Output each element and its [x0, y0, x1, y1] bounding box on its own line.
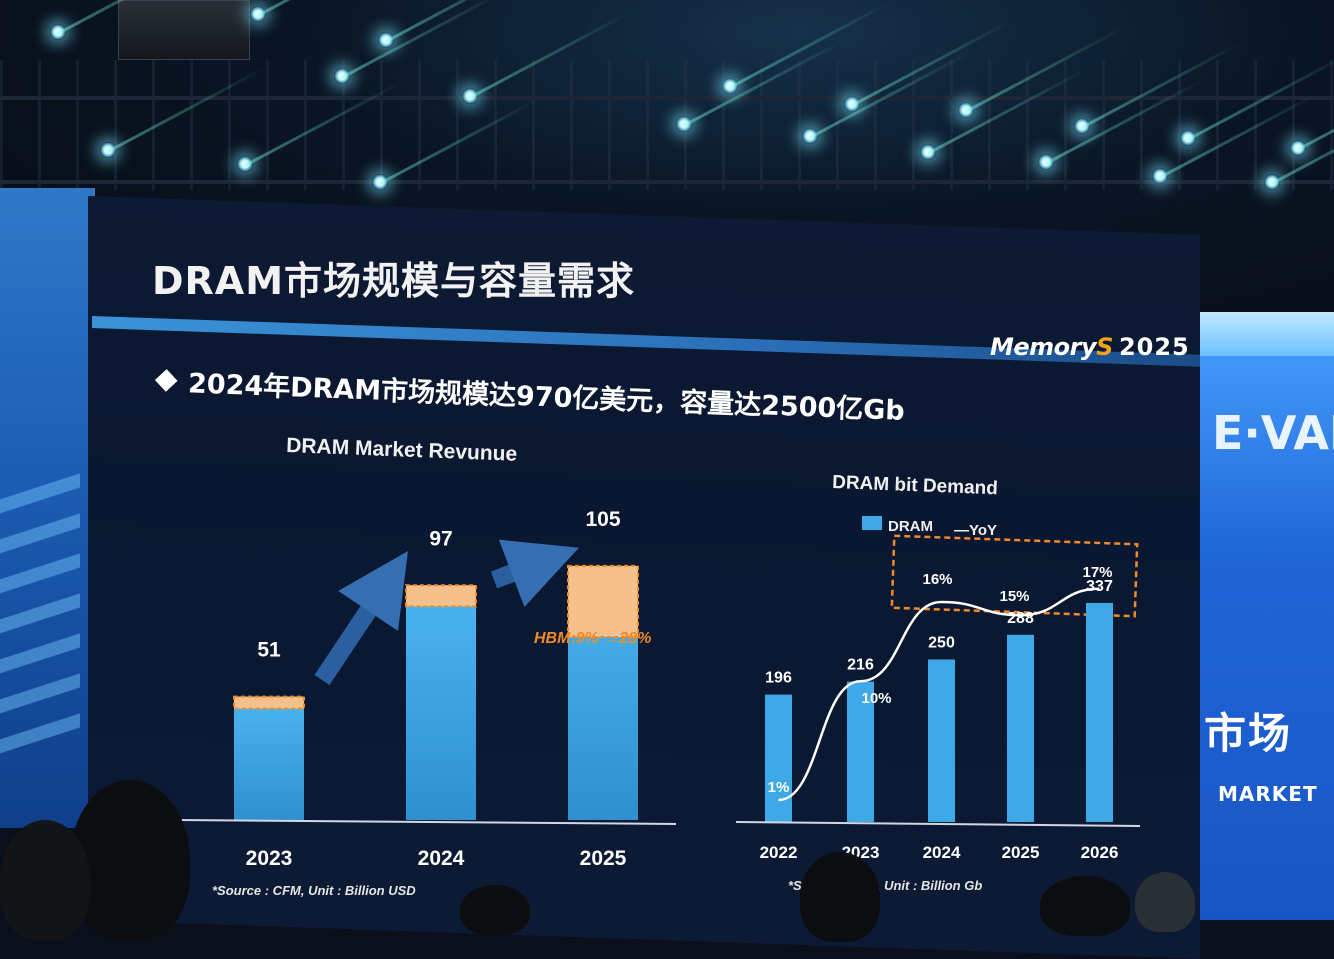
yoy-series-line	[778, 587, 1100, 802]
logo-mark: S	[1096, 333, 1113, 361]
audience-silhouette	[70, 780, 190, 940]
charts-layer: DRAM Market Revunue 5120239720241052025 …	[177, 434, 1141, 898]
stage-light-icon	[1152, 168, 1168, 184]
revenue-category-label: 2023	[246, 847, 293, 870]
stage-light-icon	[462, 88, 478, 104]
stage-light-icon	[722, 78, 738, 94]
growth-arrow-icon	[490, 539, 579, 607]
stage-light-icon	[958, 102, 974, 118]
revenue-footnote: *Source : CFM, Unit : Billion USD	[212, 883, 416, 898]
stage-light-icon	[1038, 154, 1054, 170]
yoy-value-label: 1%	[768, 779, 790, 796]
audience-silhouette	[460, 885, 530, 935]
revenue-bar	[406, 585, 476, 820]
dram-category-label: 2024	[923, 843, 961, 862]
dram-category-label: 2026	[1081, 843, 1119, 862]
stage-light-icon	[676, 116, 692, 132]
stage-light-icon	[237, 156, 253, 172]
yoy-value-label: 10%	[861, 690, 891, 707]
slide-title: DRAM市场规模与容量需求	[152, 259, 636, 303]
legend-dram-label: DRAM	[888, 518, 933, 535]
hbm-annotation: HBM:9% →28%	[534, 630, 651, 647]
dram-value-label: 216	[847, 657, 874, 674]
revenue-bar	[234, 696, 304, 820]
stage-light-icon	[1290, 140, 1306, 156]
stage-light-icon	[334, 68, 350, 84]
stage-light-icon	[100, 142, 116, 158]
audience-silhouette	[800, 852, 880, 942]
stage-light-icon	[1074, 118, 1090, 134]
demand-baseline	[735, 821, 1141, 827]
ceiling-projector	[118, 0, 250, 60]
revenue-value-label: 97	[429, 527, 452, 550]
right-screen-en-text: MARKET	[1218, 782, 1318, 806]
yoy-value-label: 17%	[1082, 564, 1112, 581]
stage-light-icon	[802, 128, 818, 144]
stage-light-icon	[250, 6, 266, 22]
stage-light-icon	[50, 24, 66, 40]
growth-arrow-icon	[314, 551, 408, 685]
hbm-segment	[405, 584, 477, 608]
truss-bar	[0, 180, 1334, 184]
right-led-screen: E·VAI 市场 MARKET	[1198, 312, 1334, 920]
stage-light-icon	[378, 32, 394, 48]
stage-light-icon	[920, 144, 936, 160]
demand-bars: 196202221620232502024288202533720261%10%…	[760, 564, 1119, 862]
revenue-bars: 51 2023 97 2024 105 2025	[233, 508, 639, 870]
stage-light-icon	[1264, 174, 1280, 190]
lighting-truss	[0, 60, 1334, 190]
legend-dram-swatch	[862, 516, 882, 530]
right-screen-band	[1198, 312, 1334, 356]
hbm-segment	[567, 564, 639, 639]
legend-yoy-label: —YoY	[954, 522, 997, 539]
yoy-highlight-box	[890, 534, 1139, 618]
dram-category-label: 2022	[760, 843, 798, 862]
dram-bar	[1007, 634, 1034, 822]
dram-category-label: 2025	[1002, 843, 1040, 862]
audience-silhouette	[1135, 872, 1195, 932]
memorys-logo: MemoryS 2025	[990, 333, 1190, 361]
audience-silhouette	[0, 820, 90, 940]
dram-bar	[765, 694, 792, 822]
hbm-segment	[233, 695, 305, 710]
logo-year: 2025	[1118, 333, 1190, 361]
revenue-chart-title: DRAM Market Revunue	[286, 434, 518, 466]
demand-chart-title: DRAM bit Demand	[832, 472, 998, 499]
revenue-value-label: 51	[257, 639, 281, 662]
yoy-value-label: 16%	[922, 571, 952, 588]
logo-text: Memory	[990, 333, 1097, 361]
revenue-baseline	[177, 819, 677, 825]
dram-bar	[847, 681, 874, 822]
stage-light-icon	[1180, 130, 1196, 146]
stage-light-icon	[844, 96, 860, 112]
truss-bar	[0, 96, 1334, 100]
stage-light-icon	[372, 174, 388, 190]
dram-bar	[928, 659, 955, 822]
left-led-screen	[0, 188, 95, 828]
yoy-value-label: 15%	[999, 588, 1029, 605]
dram-bar	[1086, 602, 1113, 822]
revenue-category-label: 2025	[580, 847, 627, 870]
revenue-category-label: 2024	[418, 847, 465, 870]
dram-value-label: 337	[1086, 578, 1113, 595]
dram-value-label: 288	[1007, 610, 1034, 627]
audience-silhouette	[1040, 876, 1130, 936]
dram-value-label: 250	[928, 635, 955, 652]
revenue-value-label: 105	[585, 508, 620, 531]
right-screen-title: E·VAI	[1212, 406, 1334, 460]
dram-value-label: 196	[765, 670, 792, 687]
right-screen-cn-text: 市场	[1204, 709, 1293, 758]
